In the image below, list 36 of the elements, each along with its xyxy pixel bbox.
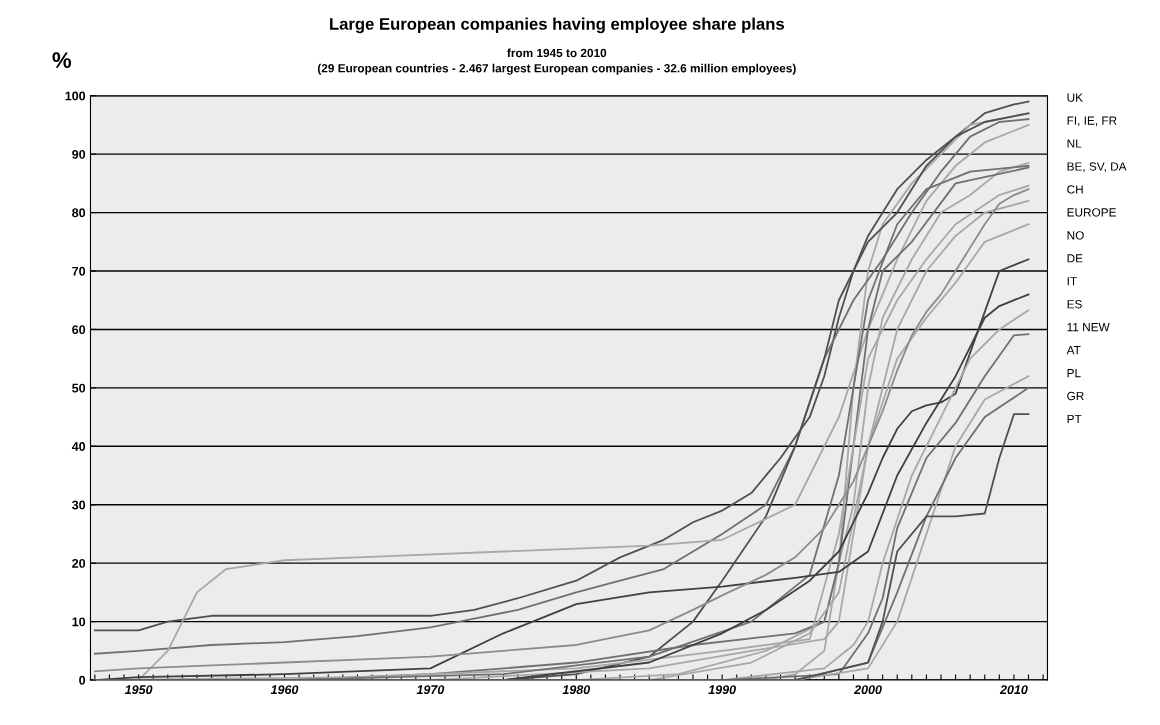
y-tick-label: 80 xyxy=(72,208,86,218)
text: GR xyxy=(1067,391,1084,401)
x-tick-label: 2000 xyxy=(853,685,882,695)
y-tick-label: 20 xyxy=(72,558,86,568)
text: EUROPE xyxy=(1067,208,1116,217)
text: BE, SV, DA xyxy=(1067,162,1127,173)
y-tick-label: 40 xyxy=(71,442,86,451)
text: UK xyxy=(1067,93,1083,102)
text: ES xyxy=(1067,300,1082,309)
x-tick-label: 1990 xyxy=(708,685,736,695)
y-tick-label: 10 xyxy=(72,617,86,627)
text: DE xyxy=(1067,254,1083,263)
y-tick-label: 60 xyxy=(72,325,86,335)
y-tick-label: 100 xyxy=(65,91,86,101)
text: CH xyxy=(1067,185,1083,194)
x-tick-label: 1960 xyxy=(270,685,299,695)
y-tick-label: 30 xyxy=(72,500,86,510)
text: PT xyxy=(1067,414,1082,424)
text: IT xyxy=(1067,277,1077,286)
text: NO xyxy=(1067,231,1084,240)
y-tick-label: 0 xyxy=(79,675,86,685)
x-tick-label: 1970 xyxy=(416,685,445,695)
x-tick-label: 2010 xyxy=(999,685,1028,695)
y-tick-label: 70 xyxy=(72,266,86,276)
text: AT xyxy=(1066,346,1081,355)
y-tick-label: 50 xyxy=(72,383,86,393)
text: NL xyxy=(1067,139,1082,148)
text: FI, IE, FR xyxy=(1067,116,1117,127)
text: 11 NEW xyxy=(1067,323,1110,332)
x-tick-label: 1950 xyxy=(124,685,153,695)
chart-title: Large European companies having employee share plans xyxy=(330,17,784,34)
y-tick-label: 90 xyxy=(72,149,86,159)
chart-subtitle: from 1945 to 2010 (29 European countries - 2.467 largest European companies - 32.6 million employees) xyxy=(317,48,796,75)
y-axis-title: % xyxy=(52,52,72,68)
text: PL xyxy=(1067,369,1081,378)
x-tick-label: 1980 xyxy=(562,685,591,695)
